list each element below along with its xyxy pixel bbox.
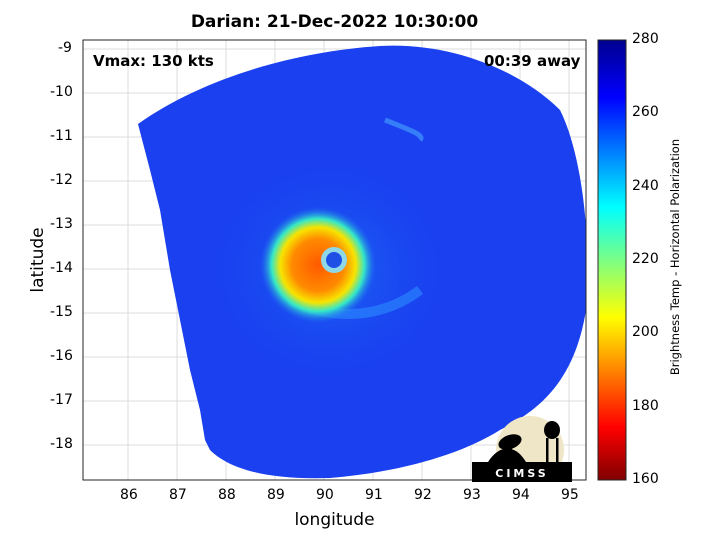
- x-axis-label: longitude: [294, 510, 375, 530]
- x-tick-label: 88: [218, 487, 236, 503]
- colorbar-tick-label: 280: [632, 31, 659, 47]
- x-tick-label: 92: [414, 487, 432, 503]
- x-tick-label: 89: [267, 487, 285, 503]
- x-tick-label: 93: [463, 487, 481, 503]
- colorbar-tick-label: 240: [632, 178, 659, 194]
- x-tick-label: 90: [316, 487, 334, 503]
- y-tick-label: -13: [50, 216, 73, 232]
- colorbar-tick-label: 260: [632, 104, 659, 120]
- colorbar-tick-label: 180: [632, 398, 659, 414]
- colorbar: [597, 39, 627, 481]
- x-tick-label: 86: [120, 487, 138, 503]
- chart-title: Darian: 21-Dec-2022 10:30:00: [190, 12, 479, 32]
- y-tick-label: -9: [58, 40, 72, 56]
- y-tick-label: -15: [50, 304, 73, 320]
- time-away-annotation: 00:39 away: [484, 52, 581, 70]
- x-tick-label: 91: [365, 487, 383, 503]
- colorbar-tick-label: 220: [632, 251, 659, 267]
- cimss-logo-text: CIMSS: [495, 467, 548, 480]
- y-tick-label: -14: [50, 260, 73, 276]
- y-axis-label: latitude: [28, 227, 48, 293]
- y-tick-label: -11: [50, 128, 73, 144]
- x-tick-label: 94: [512, 487, 530, 503]
- vmax-annotation: Vmax: 130 kts: [93, 52, 214, 70]
- y-tick-label: -18: [50, 436, 73, 452]
- colorbar-label: Brightness Temp - Horizontal Polarizatio…: [668, 138, 682, 376]
- x-tick-label: 87: [169, 487, 187, 503]
- y-tick-label: -17: [50, 392, 73, 408]
- x-tick-label: 95: [561, 487, 579, 503]
- cimss-logo: CIMSS: [472, 416, 572, 482]
- y-tick-label: -16: [50, 348, 73, 364]
- colorbar-tick-label: 160: [632, 471, 659, 487]
- y-tick-label: -10: [50, 84, 73, 100]
- colorbar-tick-label: 200: [632, 324, 659, 340]
- brightness-temp-swath: [138, 45, 586, 479]
- axes-frame: [82, 39, 587, 481]
- y-tick-label: -12: [50, 172, 73, 188]
